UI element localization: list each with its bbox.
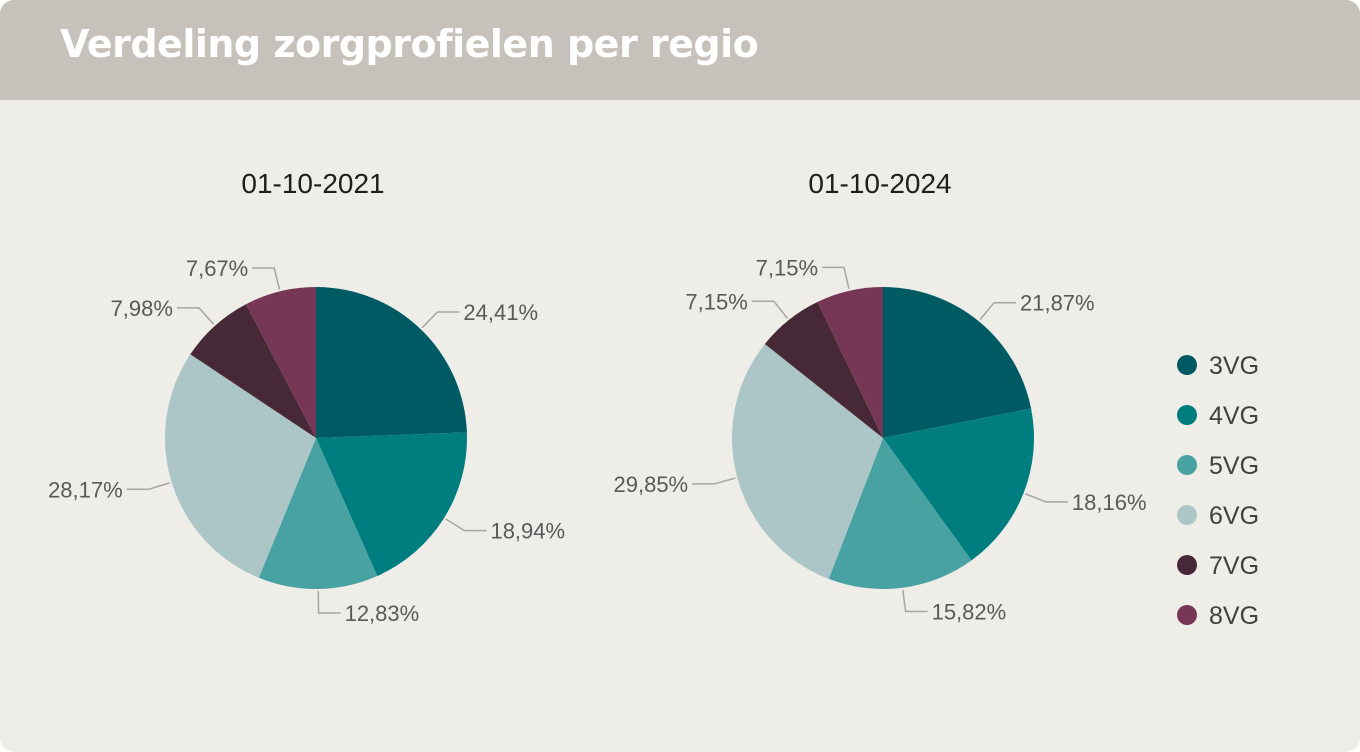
slice-7VG-2021 bbox=[190, 304, 316, 438]
chart-title-2021: 01-10-2021 bbox=[241, 168, 384, 199]
leader-line-5VG-2024 bbox=[902, 589, 928, 613]
legend: 3VG 4VG 5VG 6VG 7VG 8VG bbox=[1177, 352, 1259, 630]
slice-6VG-2021 bbox=[165, 354, 316, 578]
data-label-3VG-2021: 24,41% bbox=[463, 300, 538, 325]
slice-4VG-2024 bbox=[883, 408, 1035, 561]
slice-3VG-2024 bbox=[883, 287, 1032, 438]
data-label-4VG-2024: 18,16% bbox=[1072, 490, 1147, 515]
chart-title-2024: 01-10-2024 bbox=[808, 168, 951, 199]
legend-marker-5VG bbox=[1177, 455, 1197, 475]
data-label-4VG-2021: 18,94% bbox=[490, 519, 565, 544]
slice-8VG-2021 bbox=[246, 287, 316, 438]
legend-marker-3VG bbox=[1177, 355, 1197, 375]
slice-5VG-2024 bbox=[828, 438, 972, 589]
leader-line-8VG-2024 bbox=[822, 266, 850, 290]
legend-label-3VG: 3VG bbox=[1209, 352, 1259, 380]
data-label-7VG-2021: 7,98% bbox=[111, 296, 173, 321]
slice-7VG-2024 bbox=[764, 301, 883, 438]
slice-3VG-2021 bbox=[316, 287, 467, 438]
legend-label-6VG: 6VG bbox=[1209, 502, 1259, 530]
pie-chart-2021: 24,41% 18,94% 12,83% 28,17% 7,98% 7,67% bbox=[48, 256, 565, 626]
data-label-8VG-2021: 7,67% bbox=[186, 256, 248, 281]
legend-label-7VG: 7VG bbox=[1209, 552, 1259, 580]
leader-line-8VG-2021 bbox=[252, 267, 281, 290]
legend-label-4VG: 4VG bbox=[1209, 402, 1259, 430]
header-bar: Verdeling zorgprofielen per regio bbox=[0, 0, 1360, 100]
leader-line-6VG-2024 bbox=[692, 477, 736, 485]
legend-marker-6VG bbox=[1177, 505, 1197, 525]
legend-marker-7VG bbox=[1177, 555, 1197, 575]
slice-8VG-2024 bbox=[817, 287, 883, 438]
legend-marker-4VG bbox=[1177, 405, 1197, 425]
leader-line-3VG-2024 bbox=[979, 301, 1016, 321]
data-label-8VG-2024: 7,15% bbox=[756, 255, 818, 280]
legend-label-8VG: 8VG bbox=[1209, 602, 1259, 630]
leader-line-7VG-2024 bbox=[751, 300, 789, 319]
slice-6VG-2024 bbox=[732, 343, 883, 579]
chart-area: 01-10-2021 01-10-2024 24,41% 18,94% 12,83%… bbox=[48, 168, 1259, 630]
slice-5VG-2021 bbox=[258, 438, 378, 589]
leader-line-5VG-2021 bbox=[317, 590, 341, 614]
leader-line-7VG-2021 bbox=[176, 307, 215, 325]
data-label-5VG-2024: 15,82% bbox=[932, 600, 1007, 625]
data-label-6VG-2021: 28,17% bbox=[48, 477, 123, 502]
data-label-3VG-2024: 21,87% bbox=[1020, 291, 1095, 316]
leader-line-4VG-2021 bbox=[445, 518, 487, 532]
slice-4VG-2021 bbox=[316, 432, 468, 577]
page-title: Verdeling zorgprofielen per regio bbox=[60, 22, 759, 66]
legend-marker-8VG bbox=[1177, 605, 1197, 625]
data-label-6VG-2024: 29,85% bbox=[614, 472, 689, 497]
pie-chart-2024: 21,87% 18,16% 15,82% 29,85% 7,15% 7,15% bbox=[614, 255, 1147, 624]
leader-line-3VG-2021 bbox=[421, 311, 460, 329]
legend-label-5VG: 5VG bbox=[1209, 452, 1259, 480]
data-label-7VG-2024: 7,15% bbox=[685, 289, 747, 314]
data-label-5VG-2021: 12,83% bbox=[345, 601, 420, 626]
leader-line-4VG-2024 bbox=[1025, 493, 1068, 503]
leader-line-6VG-2021 bbox=[126, 482, 170, 491]
